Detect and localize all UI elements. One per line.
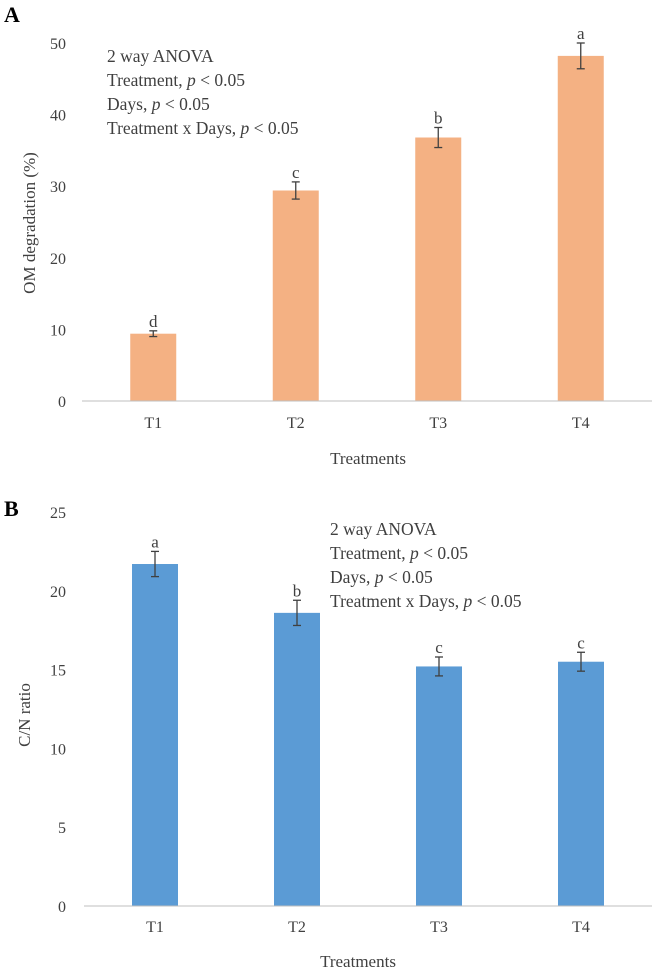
y-tick-label: 40	[50, 108, 66, 125]
y-axis-label-b: C/N ratio	[15, 683, 34, 747]
x-ticks-b: T1 T2 T3 T4	[146, 919, 590, 936]
x-tick-label: T3	[430, 919, 448, 936]
x-ticks-a: T1 T2 T3 T4	[144, 415, 589, 432]
anova-line: 2 way ANOVA	[330, 519, 437, 539]
x-axis-label-a: Treatments	[330, 449, 406, 468]
panel-letter-a: A	[4, 2, 20, 27]
y-tick-label: 5	[58, 820, 66, 837]
significance-letter: a	[577, 24, 585, 43]
bars-a: d c b a	[82, 24, 652, 402]
y-tick-label: 20	[50, 584, 66, 601]
error-bar	[434, 126, 443, 149]
significance-letter: c	[292, 163, 300, 182]
error-bar	[576, 42, 585, 70]
panel-letter-b: B	[4, 496, 19, 521]
bar	[132, 564, 178, 906]
anova-annotation-b: 2 way ANOVA Treatment, p < 0.05 Days, p < …	[330, 519, 522, 611]
significance-letter: c	[435, 638, 443, 657]
bar	[557, 55, 604, 401]
x-axis-label-b: Treatments	[320, 952, 396, 971]
error-bar	[291, 181, 300, 200]
x-tick-label: T2	[288, 919, 306, 936]
chart-panel-a: A d c b a 0 10 20 30 40 50 T1 T2 T3 T4 2 way ANOVA T…	[4, 2, 652, 468]
anova-annotation-a: 2 way ANOVA Treatment, p < 0.05 Days, p < …	[107, 46, 299, 138]
error-bar	[151, 550, 159, 578]
x-tick-label: T1	[144, 415, 162, 432]
anova-line: 2 way ANOVA	[107, 46, 214, 66]
anova-line: Treatment x Days, p < 0.05	[330, 591, 522, 611]
y-tick-label: 0	[58, 899, 66, 916]
bar	[130, 333, 177, 401]
anova-line: Treatment, p < 0.05	[330, 543, 468, 563]
bar	[415, 137, 462, 401]
error-bar	[435, 656, 443, 677]
anova-line: Treatment x Days, p < 0.05	[107, 118, 299, 138]
bar	[558, 661, 604, 906]
error-bar	[293, 599, 301, 627]
significance-letter: b	[434, 108, 443, 127]
bars-b: a b c c	[84, 532, 652, 907]
y-tick-label: 25	[50, 505, 66, 522]
anova-line: Days, p < 0.05	[330, 567, 433, 587]
y-tick-label: 30	[50, 179, 66, 196]
anova-line: Treatment, p < 0.05	[107, 70, 245, 90]
y-axis-label-a: OM degradation (%)	[20, 152, 39, 294]
anova-line: Days, p < 0.05	[107, 94, 210, 114]
x-tick-label: T2	[287, 415, 305, 432]
y-tick-label: 20	[50, 251, 66, 268]
chart-panel-b: B a b c c 0 5 10 15 20 25 T1 T2 T3 T4 2 way ANOVA Tr…	[4, 496, 652, 971]
y-tick-label: 10	[50, 322, 66, 339]
y-tick-label: 50	[50, 36, 66, 53]
y-ticks-b: 0 5 10 15 20 25	[50, 505, 66, 916]
significance-letter: a	[151, 532, 159, 551]
y-tick-label: 15	[50, 663, 66, 680]
x-tick-label: T1	[146, 919, 164, 936]
error-bar	[149, 330, 158, 338]
error-bar	[577, 651, 585, 672]
bar	[274, 612, 320, 906]
bar	[416, 666, 462, 906]
x-tick-label: T3	[429, 415, 447, 432]
x-tick-label: T4	[572, 919, 590, 936]
significance-letter: d	[149, 312, 158, 331]
significance-letter: c	[577, 633, 585, 652]
y-ticks-a: 0 10 20 30 40 50	[50, 36, 66, 411]
y-tick-label: 10	[50, 741, 66, 758]
y-tick-label: 0	[58, 394, 66, 411]
x-tick-label: T4	[572, 415, 590, 432]
bar	[272, 190, 319, 401]
significance-letter: b	[293, 581, 302, 600]
